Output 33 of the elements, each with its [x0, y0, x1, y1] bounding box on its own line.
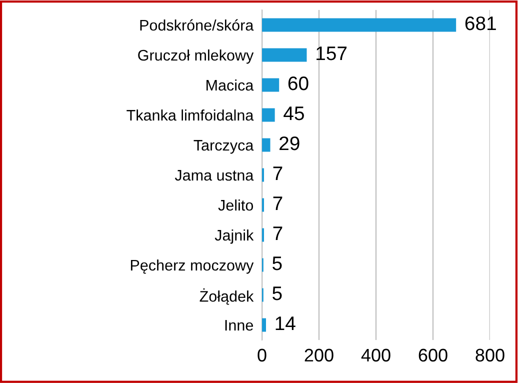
y-tick-label: Gruczoł mlekowy [138, 49, 254, 64]
data-label: 7 [273, 166, 282, 180]
bar [262, 18, 456, 32]
x-tick-label: 400 [361, 348, 390, 362]
bar [262, 138, 270, 152]
x-tick-label: 800 [476, 348, 504, 362]
y-tick-label: Inne [225, 320, 253, 331]
bar [262, 48, 307, 62]
data-label: 5 [272, 256, 282, 270]
data-label: 681 [465, 16, 496, 30]
y-tick-label: Żołądek [200, 288, 254, 305]
y-tick-label: Macica [206, 79, 254, 91]
x-tick-label: 200 [304, 348, 334, 362]
data-label: 29 [280, 136, 300, 150]
y-tick-label: Podskróne/skóra [140, 19, 254, 31]
y-tick-label: Tkanka limfoidalna [126, 109, 254, 121]
y-tick-label: Jajnik [214, 229, 254, 244]
data-label: 14 [276, 316, 296, 330]
data-label: 157 [316, 46, 347, 60]
y-tick-label: Tarczyca [194, 140, 254, 154]
data-label: 7 [273, 196, 282, 210]
y-tick-label: Jama ustna [174, 170, 254, 181]
bar [262, 78, 280, 92]
data-label: 7 [273, 226, 282, 240]
bar [262, 318, 266, 332]
y-tick-label: Jelito [218, 199, 254, 211]
y-tick-label: Pęcherz moczowy [130, 259, 254, 274]
data-label: 45 [284, 106, 304, 120]
data-label: 5 [272, 286, 282, 300]
data-label: 60 [288, 76, 308, 90]
x-tick-label: 600 [418, 348, 448, 362]
x-tick-label: 0 [258, 348, 266, 362]
bar [262, 108, 275, 122]
